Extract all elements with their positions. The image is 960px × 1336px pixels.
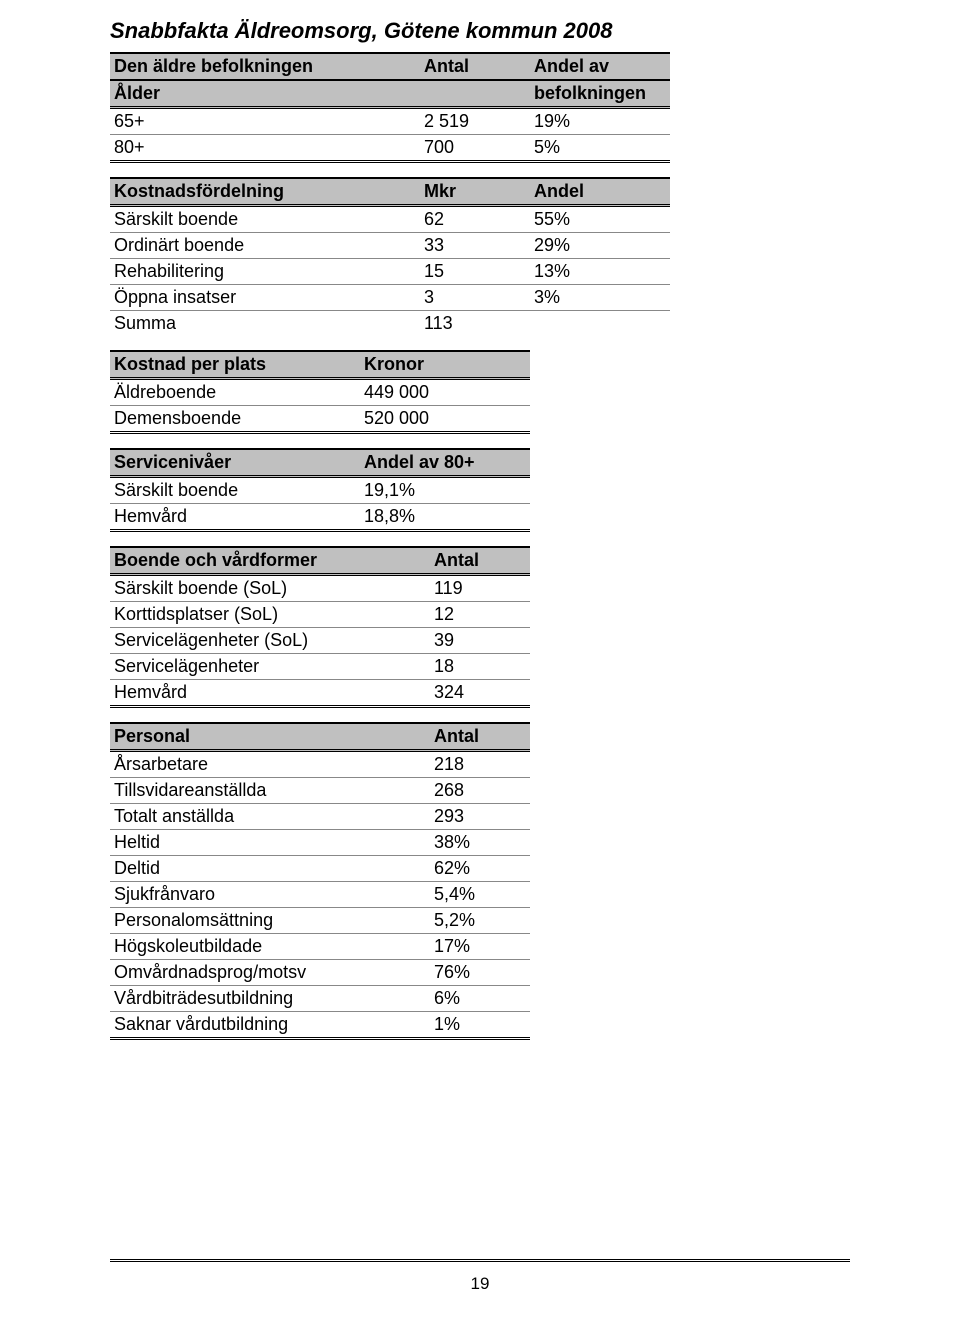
table-row-sum: Summa 113 [110, 311, 670, 337]
costs-table: Kostnadsfördelning Mkr Andel Särskilt bo… [110, 177, 670, 336]
page-title: Snabbfakta Äldreomsorg, Götene kommun 20… [110, 18, 850, 44]
table-row: Demensboende 520 000 [110, 406, 530, 433]
costs-col2: Mkr [420, 178, 530, 206]
table-row: Omvårdnadsprog/motsv76% [110, 960, 530, 986]
population-col3-h1: Andel av [530, 53, 670, 80]
table-row: Årsarbetare218 [110, 751, 530, 778]
hf-col2: Antal [430, 547, 530, 575]
population-col2-h1: Antal [420, 53, 530, 80]
table-row: Tillsvidareanställda268 [110, 778, 530, 804]
costs-col3: Andel [530, 178, 670, 206]
table-row: Öppna insatser 3 3% [110, 285, 670, 311]
cpp-col2: Kronor [360, 351, 530, 379]
table-row: Hemvård 18,8% [110, 504, 530, 531]
table-row: Särskilt boende 19,1% [110, 477, 530, 504]
table-row: Servicelägenheter18 [110, 654, 530, 680]
table-row: Heltid38% [110, 830, 530, 856]
housing-forms-table: Boende och vårdformer Antal Särskilt boe… [110, 546, 530, 708]
population-table: Den äldre befolkningen Antal Andel av Ål… [110, 52, 670, 163]
table-row: Högskoleutbildade17% [110, 934, 530, 960]
population-col1-h1: Den äldre befolkningen [110, 53, 420, 80]
table-row: Saknar vårdutbildning1% [110, 1012, 530, 1039]
table-row: Rehabilitering 15 13% [110, 259, 670, 285]
personnel-table: Personal Antal Årsarbetare218 Tillsvidar… [110, 722, 530, 1040]
sl-col1: Servicenivåer [110, 449, 360, 477]
table-row: Servicelägenheter (SoL)39 [110, 628, 530, 654]
table-row: Korttidsplatser (SoL)12 [110, 602, 530, 628]
document-page: Snabbfakta Äldreomsorg, Götene kommun 20… [0, 0, 960, 1040]
cpp-col1: Kostnad per plats [110, 351, 360, 379]
table-row: Särskilt boende (SoL)119 [110, 575, 530, 602]
table-row: 80+ 700 5% [110, 135, 670, 162]
table-row: Ordinärt boende 33 29% [110, 233, 670, 259]
cost-per-place-table: Kostnad per plats Kronor Äldreboende 449… [110, 350, 530, 434]
costs-col1: Kostnadsfördelning [110, 178, 420, 206]
pers-col2: Antal [430, 723, 530, 751]
table-row: Vårdbiträdesutbildning6% [110, 986, 530, 1012]
table-row: Äldreboende 449 000 [110, 379, 530, 406]
population-col3-h2: befolkningen [530, 80, 670, 108]
table-row: 65+ 2 519 19% [110, 108, 670, 135]
table-row: Hemvård324 [110, 680, 530, 707]
footer-rule [110, 1259, 850, 1262]
population-col1-h2: Ålder [110, 80, 420, 108]
hf-col1: Boende och vårdformer [110, 547, 430, 575]
table-row: Totalt anställda293 [110, 804, 530, 830]
sl-col2: Andel av 80+ [360, 449, 530, 477]
service-levels-table: Servicenivåer Andel av 80+ Särskilt boen… [110, 448, 530, 532]
table-row: Personalomsättning5,2% [110, 908, 530, 934]
page-number: 19 [0, 1274, 960, 1294]
table-row: Särskilt boende 62 55% [110, 206, 670, 233]
pers-col1: Personal [110, 723, 430, 751]
table-row: Sjukfrånvaro5,4% [110, 882, 530, 908]
table-row: Deltid62% [110, 856, 530, 882]
